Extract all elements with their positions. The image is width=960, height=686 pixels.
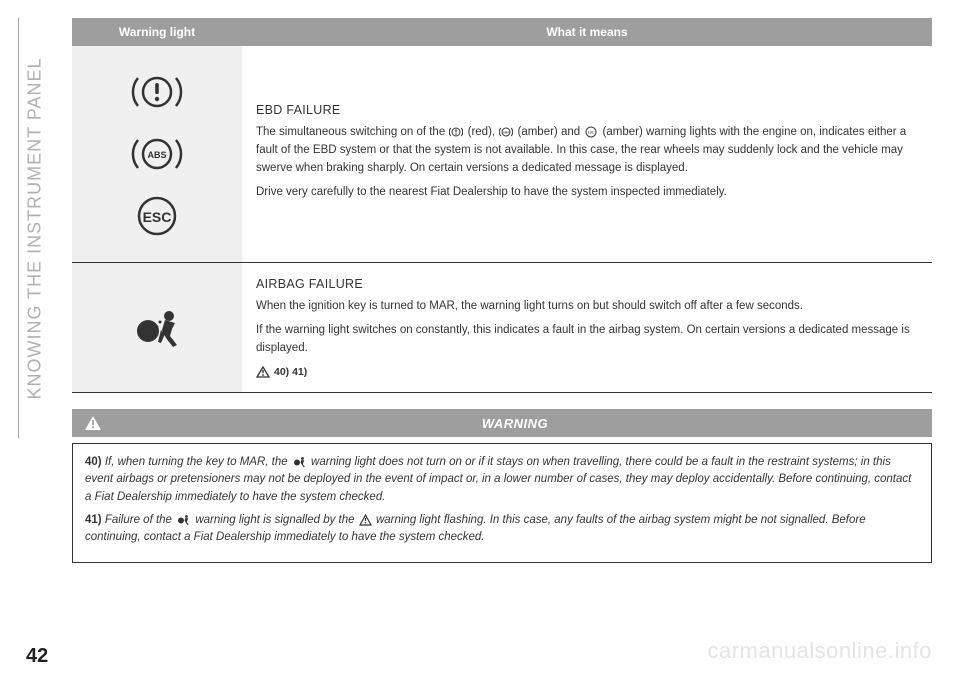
airbag-warning-icon <box>128 302 186 354</box>
row-paragraph: If the warning light switches on constan… <box>256 322 918 358</box>
svg-text:ESC: ESC <box>588 131 595 135</box>
desc-cell-airbag: AIRBAG FAILURE When the ignition key is … <box>242 263 932 393</box>
icon-cell-ebd: ABS ESC <box>72 46 242 263</box>
warning-item: 41) Failure of the warning light is sign… <box>85 512 919 547</box>
abs-warning-inline-icon: ABS <box>499 126 513 138</box>
row-paragraph: Drive very carefully to the nearest Fiat… <box>256 184 918 202</box>
svg-text:ESC: ESC <box>143 209 172 225</box>
row-title: AIRBAG FAILURE <box>256 275 918 294</box>
text-fragment: If, when turning the key to MAR, the <box>105 456 291 468</box>
footnote-ref-text: 40) 41) <box>274 364 307 380</box>
table-row: ABS ESC EBD FAILURE The simultaneous swi… <box>72 46 932 263</box>
table-row: AIRBAG FAILURE When the ignition key is … <box>72 263 932 393</box>
warning-triangle-inline-icon <box>359 514 372 526</box>
svg-text:ABS: ABS <box>503 131 509 135</box>
svg-text:ABS: ABS <box>147 150 166 160</box>
page-number: 42 <box>26 645 48 668</box>
text-fragment: (red), <box>468 126 499 138</box>
section-side-label: KNOWING THE INSTRUMENT PANEL <box>18 18 52 438</box>
col-header-meaning: What it means <box>242 18 932 46</box>
warning-item-number: 40) <box>85 456 102 468</box>
warning-triangle-icon <box>256 366 270 378</box>
airbag-inline-icon <box>176 513 191 526</box>
warning-section-header: WARNING <box>72 409 932 437</box>
esc-warning-icon: ESC <box>129 192 185 240</box>
row-paragraph: The simultaneous switching on of the (re… <box>256 124 918 177</box>
airbag-inline-icon <box>292 455 307 468</box>
section-side-label-text: KNOWING THE INSTRUMENT PANEL <box>25 57 46 399</box>
warning-item-number: 41) <box>85 514 102 526</box>
esc-warning-inline-icon: ESC <box>584 126 598 138</box>
col-header-warning-light: Warning light <box>72 18 242 46</box>
watermark-text: carmanualsonline.info <box>707 638 932 664</box>
warning-lights-table: Warning light What it means <box>72 18 932 393</box>
brake-warning-icon <box>129 68 185 116</box>
icon-cell-airbag <box>72 263 242 393</box>
row-title: EBD FAILURE <box>256 101 918 120</box>
warning-content-box: 40) If, when turning the key to MAR, the… <box>72 443 932 563</box>
text-fragment: The simultaneous switching on of the <box>256 126 448 138</box>
warning-item: 40) If, when turning the key to MAR, the… <box>85 454 919 506</box>
abs-warning-icon: ABS <box>129 130 185 178</box>
warning-triangle-icon <box>84 415 102 431</box>
text-fragment: warning light is signalled by the <box>195 514 357 526</box>
warning-header-label: WARNING <box>110 416 920 431</box>
desc-cell-ebd: EBD FAILURE The simultaneous switching o… <box>242 46 932 263</box>
brake-warning-inline-icon <box>449 126 463 138</box>
footnote-reference: 40) 41) <box>256 364 918 380</box>
table-header-row: Warning light What it means <box>72 18 932 46</box>
row-paragraph: When the ignition key is turned to MAR, … <box>256 298 918 316</box>
text-fragment: Failure of the <box>105 514 175 526</box>
text-fragment: (amber) and <box>518 126 584 138</box>
